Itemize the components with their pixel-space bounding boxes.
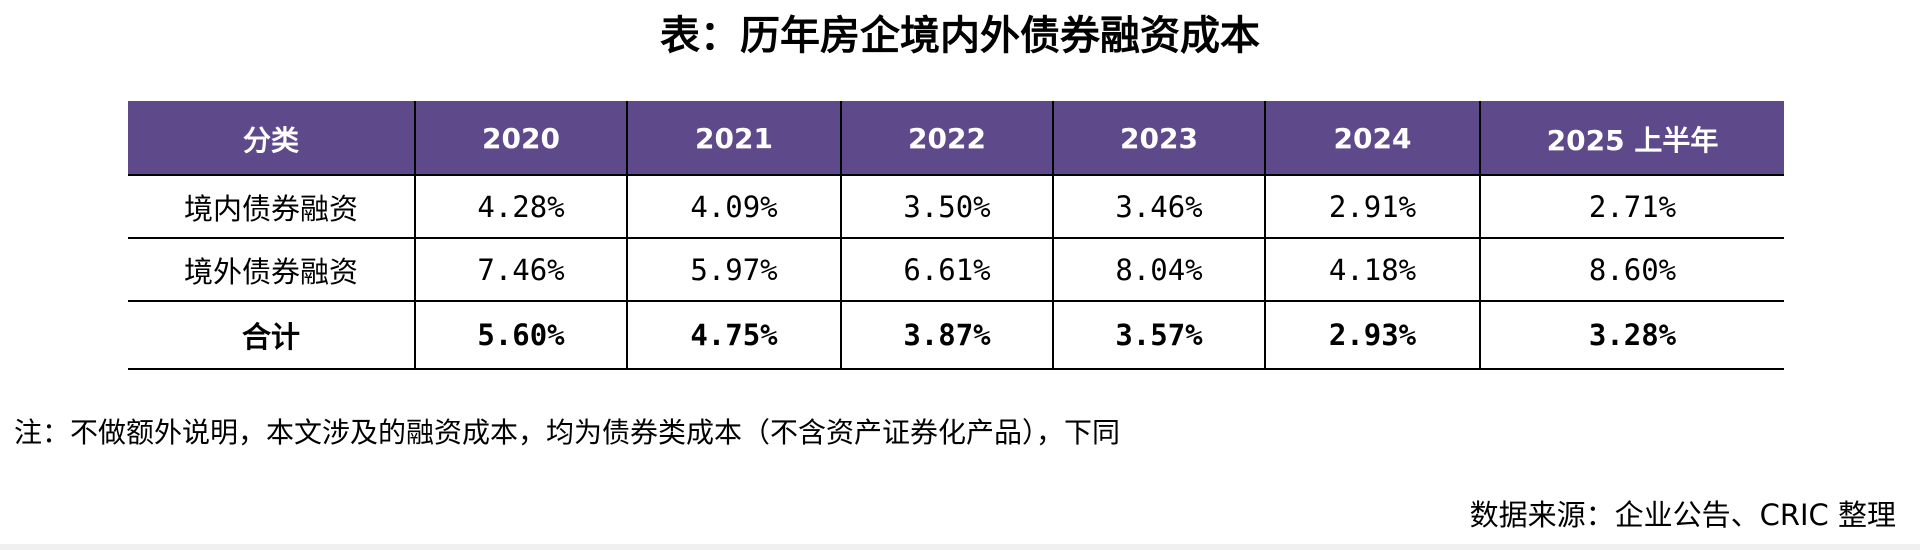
column-header-2023: 2023 bbox=[1052, 101, 1266, 176]
column-header-2020: 2020 bbox=[414, 101, 628, 176]
table-cell: 2.71% bbox=[1479, 174, 1784, 239]
bottom-divider bbox=[0, 544, 1920, 550]
table-cell: 7.46% bbox=[414, 237, 628, 302]
table-row-total: 合计 5.60% 4.75% 3.87% 3.57% 2.93% 3.28% bbox=[128, 300, 1784, 370]
column-header-2022: 2022 bbox=[840, 101, 1054, 176]
table-cell: 2.91% bbox=[1264, 174, 1481, 239]
table-cell: 8.60% bbox=[1479, 237, 1784, 302]
row-label: 合计 bbox=[128, 300, 416, 370]
table-header-row: 分类 2020 2021 2022 2023 2024 2025 上半年 bbox=[128, 101, 1784, 176]
table-cell: 4.09% bbox=[626, 174, 842, 239]
table-cell: 3.46% bbox=[1052, 174, 1266, 239]
table-cell: 3.57% bbox=[1052, 300, 1266, 370]
table-cell: 3.28% bbox=[1479, 300, 1784, 370]
column-header-2025-h1: 2025 上半年 bbox=[1479, 101, 1784, 176]
column-header-2021: 2021 bbox=[626, 101, 842, 176]
column-header-category: 分类 bbox=[128, 101, 416, 176]
table-cell: 5.60% bbox=[414, 300, 628, 370]
data-source: 数据来源：企业公告、CRIC 整理 bbox=[1469, 498, 1896, 532]
table-cell: 3.87% bbox=[840, 300, 1054, 370]
row-label: 境外债券融资 bbox=[128, 237, 416, 302]
table-cell: 5.97% bbox=[626, 237, 842, 302]
footnote: 注：不做额外说明，本文涉及的融资成本，均为债券类成本（不含资产证券化产品），下同 bbox=[14, 416, 1121, 449]
row-label: 境内债券融资 bbox=[128, 174, 416, 239]
table-cell: 4.75% bbox=[626, 300, 842, 370]
table-cell: 6.61% bbox=[840, 237, 1054, 302]
table-title: 表：历年房企境内外债券融资成本 bbox=[660, 13, 1260, 59]
table-row-overseas: 境外债券融资 7.46% 5.97% 6.61% 8.04% 4.18% 8.6… bbox=[128, 237, 1784, 302]
table-cell: 2.93% bbox=[1264, 300, 1481, 370]
table-cell: 8.04% bbox=[1052, 237, 1266, 302]
financing-cost-table: 分类 2020 2021 2022 2023 2024 2025 上半年 境内债… bbox=[128, 101, 1784, 370]
table-row-domestic: 境内债券融资 4.28% 4.09% 3.50% 3.46% 2.91% 2.7… bbox=[128, 174, 1784, 239]
table-cell: 4.18% bbox=[1264, 237, 1481, 302]
column-header-2024: 2024 bbox=[1264, 101, 1481, 176]
table-cell: 3.50% bbox=[840, 174, 1054, 239]
table-cell: 4.28% bbox=[414, 174, 628, 239]
